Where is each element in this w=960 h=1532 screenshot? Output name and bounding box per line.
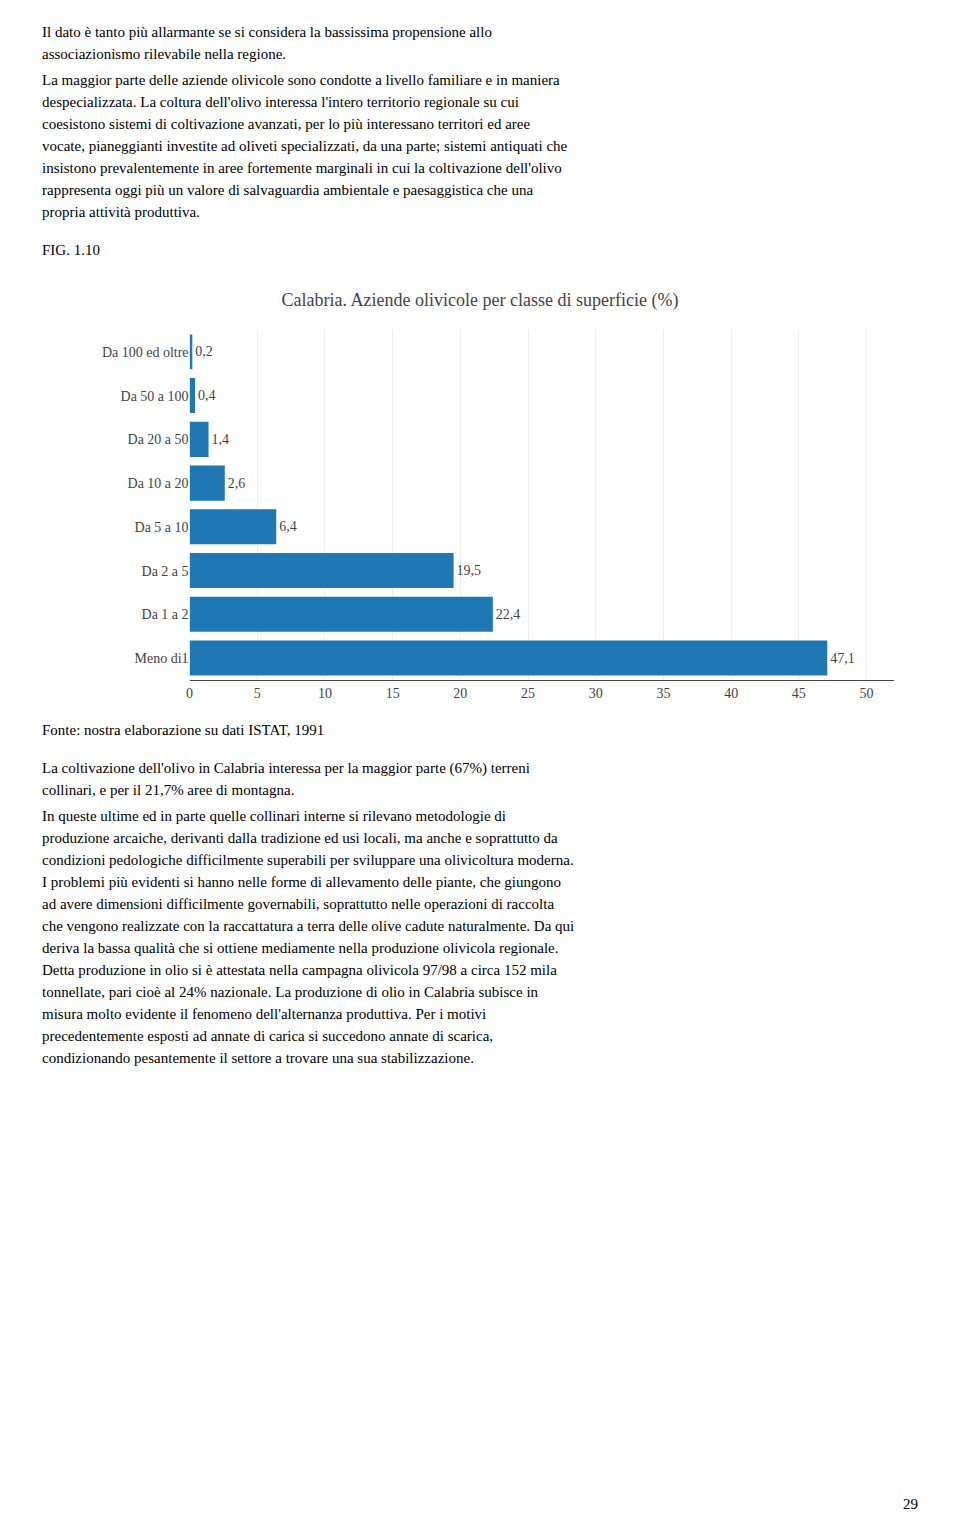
svg-text:0,2: 0,2 <box>195 344 212 359</box>
svg-text:collinari, e per il 21,7% aree: collinari, e per il 21,7% aree di montag… <box>42 782 294 798</box>
svg-text:2,6: 2,6 <box>228 476 246 491</box>
svg-text:20: 20 <box>453 686 467 701</box>
svg-text:6,4: 6,4 <box>279 519 297 534</box>
svg-text:0,4: 0,4 <box>198 388 216 403</box>
svg-text:25: 25 <box>521 686 535 701</box>
svg-text:Da 2 a 5: Da 2 a 5 <box>142 564 189 579</box>
svg-text:La coltivazione dell'olivo in: La coltivazione dell'olivo in Calabria i… <box>42 760 530 777</box>
svg-text:29: 29 <box>903 1496 918 1512</box>
svg-text:Calabria. Aziende olivicole pe: Calabria. Aziende olivicole per classe d… <box>282 290 679 311</box>
svg-text:0: 0 <box>186 686 193 701</box>
svg-text:Da 10 a 20: Da 10 a 20 <box>128 476 189 491</box>
svg-text:In queste ultime ed in parte q: In queste ultime ed in parte quelle coll… <box>42 808 506 824</box>
svg-text:che vengono realizzate con la: che vengono realizzate con la raccattatu… <box>42 918 574 934</box>
svg-text:misura molto evidente il fenom: misura molto evidente il fenomeno dell'a… <box>42 1006 486 1022</box>
svg-text:despecializzata. La coltura de: despecializzata. La coltura dell'olivo i… <box>42 94 519 110</box>
svg-text:Da 5 a 10: Da 5 a 10 <box>135 520 189 535</box>
svg-text:Da 1 a 2: Da 1 a 2 <box>142 607 189 622</box>
svg-text:propria attività produttiva.: propria attività produttiva. <box>42 204 200 220</box>
svg-text:5: 5 <box>254 686 261 701</box>
svg-text:rappresenta oggi più un valore: rappresenta oggi più un valore di salvag… <box>42 182 533 198</box>
svg-text:condizionando pesantemente il: condizionando pesantemente il settore a … <box>42 1050 474 1066</box>
svg-text:I problemi più evidenti si han: I problemi più evidenti si hanno nelle f… <box>42 874 561 890</box>
svg-text:associazionismo rilevabile nel: associazionismo rilevabile nella regione… <box>42 46 286 62</box>
svg-text:47,1: 47,1 <box>830 651 855 666</box>
svg-text:FIG. 1.10: FIG. 1.10 <box>42 242 100 258</box>
svg-text:1,4: 1,4 <box>212 432 230 447</box>
svg-text:19,5: 19,5 <box>457 563 482 578</box>
svg-text:Il dato è tanto più allarmante: Il dato è tanto più allarmante se si con… <box>42 24 492 40</box>
svg-text:10: 10 <box>318 686 332 701</box>
svg-text:45: 45 <box>792 686 806 701</box>
svg-text:La maggior parte delle aziende: La maggior parte delle aziende olivicole… <box>42 72 560 88</box>
svg-text:30: 30 <box>589 686 603 701</box>
svg-text:22,4: 22,4 <box>496 607 520 622</box>
svg-text:Da 50 a 100: Da 50 a 100 <box>121 389 189 404</box>
svg-text:ad avere dimensioni difficilme: ad avere dimensioni difficilmente govern… <box>42 896 554 912</box>
svg-text:coesistono sistemi di coltivaz: coesistono sistemi di coltivazione avanz… <box>42 116 531 132</box>
svg-text:Fonte: nostra elaborazione su: Fonte: nostra elaborazione su dati ISTAT… <box>42 722 324 738</box>
svg-text:50: 50 <box>860 686 874 701</box>
svg-text:deriva la bassa qualità che si: deriva la bassa qualità che si ottiene m… <box>42 940 558 956</box>
svg-text:Detta produzione in olio si è: Detta produzione in olio si è attestata … <box>42 962 557 978</box>
svg-text:Meno di1: Meno di1 <box>135 651 189 666</box>
svg-text:40: 40 <box>724 686 738 701</box>
svg-text:15: 15 <box>386 686 400 701</box>
svg-text:produzione arcaiche, derivanti: produzione arcaiche, derivanti dalla tra… <box>42 830 558 846</box>
svg-text:tonnellate, pari cioè al 24% n: tonnellate, pari cioè al 24% nazionale. … <box>42 984 539 1000</box>
svg-text:Da 20 a 50: Da 20 a 50 <box>128 432 189 447</box>
svg-text:insistono prevalentemente in a: insistono prevalentemente in aree fortem… <box>42 160 562 176</box>
svg-text:35: 35 <box>656 686 670 701</box>
svg-text:precedentemente esposti ad ann: precedentemente esposti ad annate di car… <box>42 1028 493 1044</box>
svg-text:condizioni pedologiche diffici: condizioni pedologiche difficilmente sup… <box>42 852 574 868</box>
svg-text:Da 100 ed oltre: Da 100 ed oltre <box>102 345 189 360</box>
svg-text:vocate, pianeggianti investite: vocate, pianeggianti investite ad olivet… <box>42 138 568 154</box>
